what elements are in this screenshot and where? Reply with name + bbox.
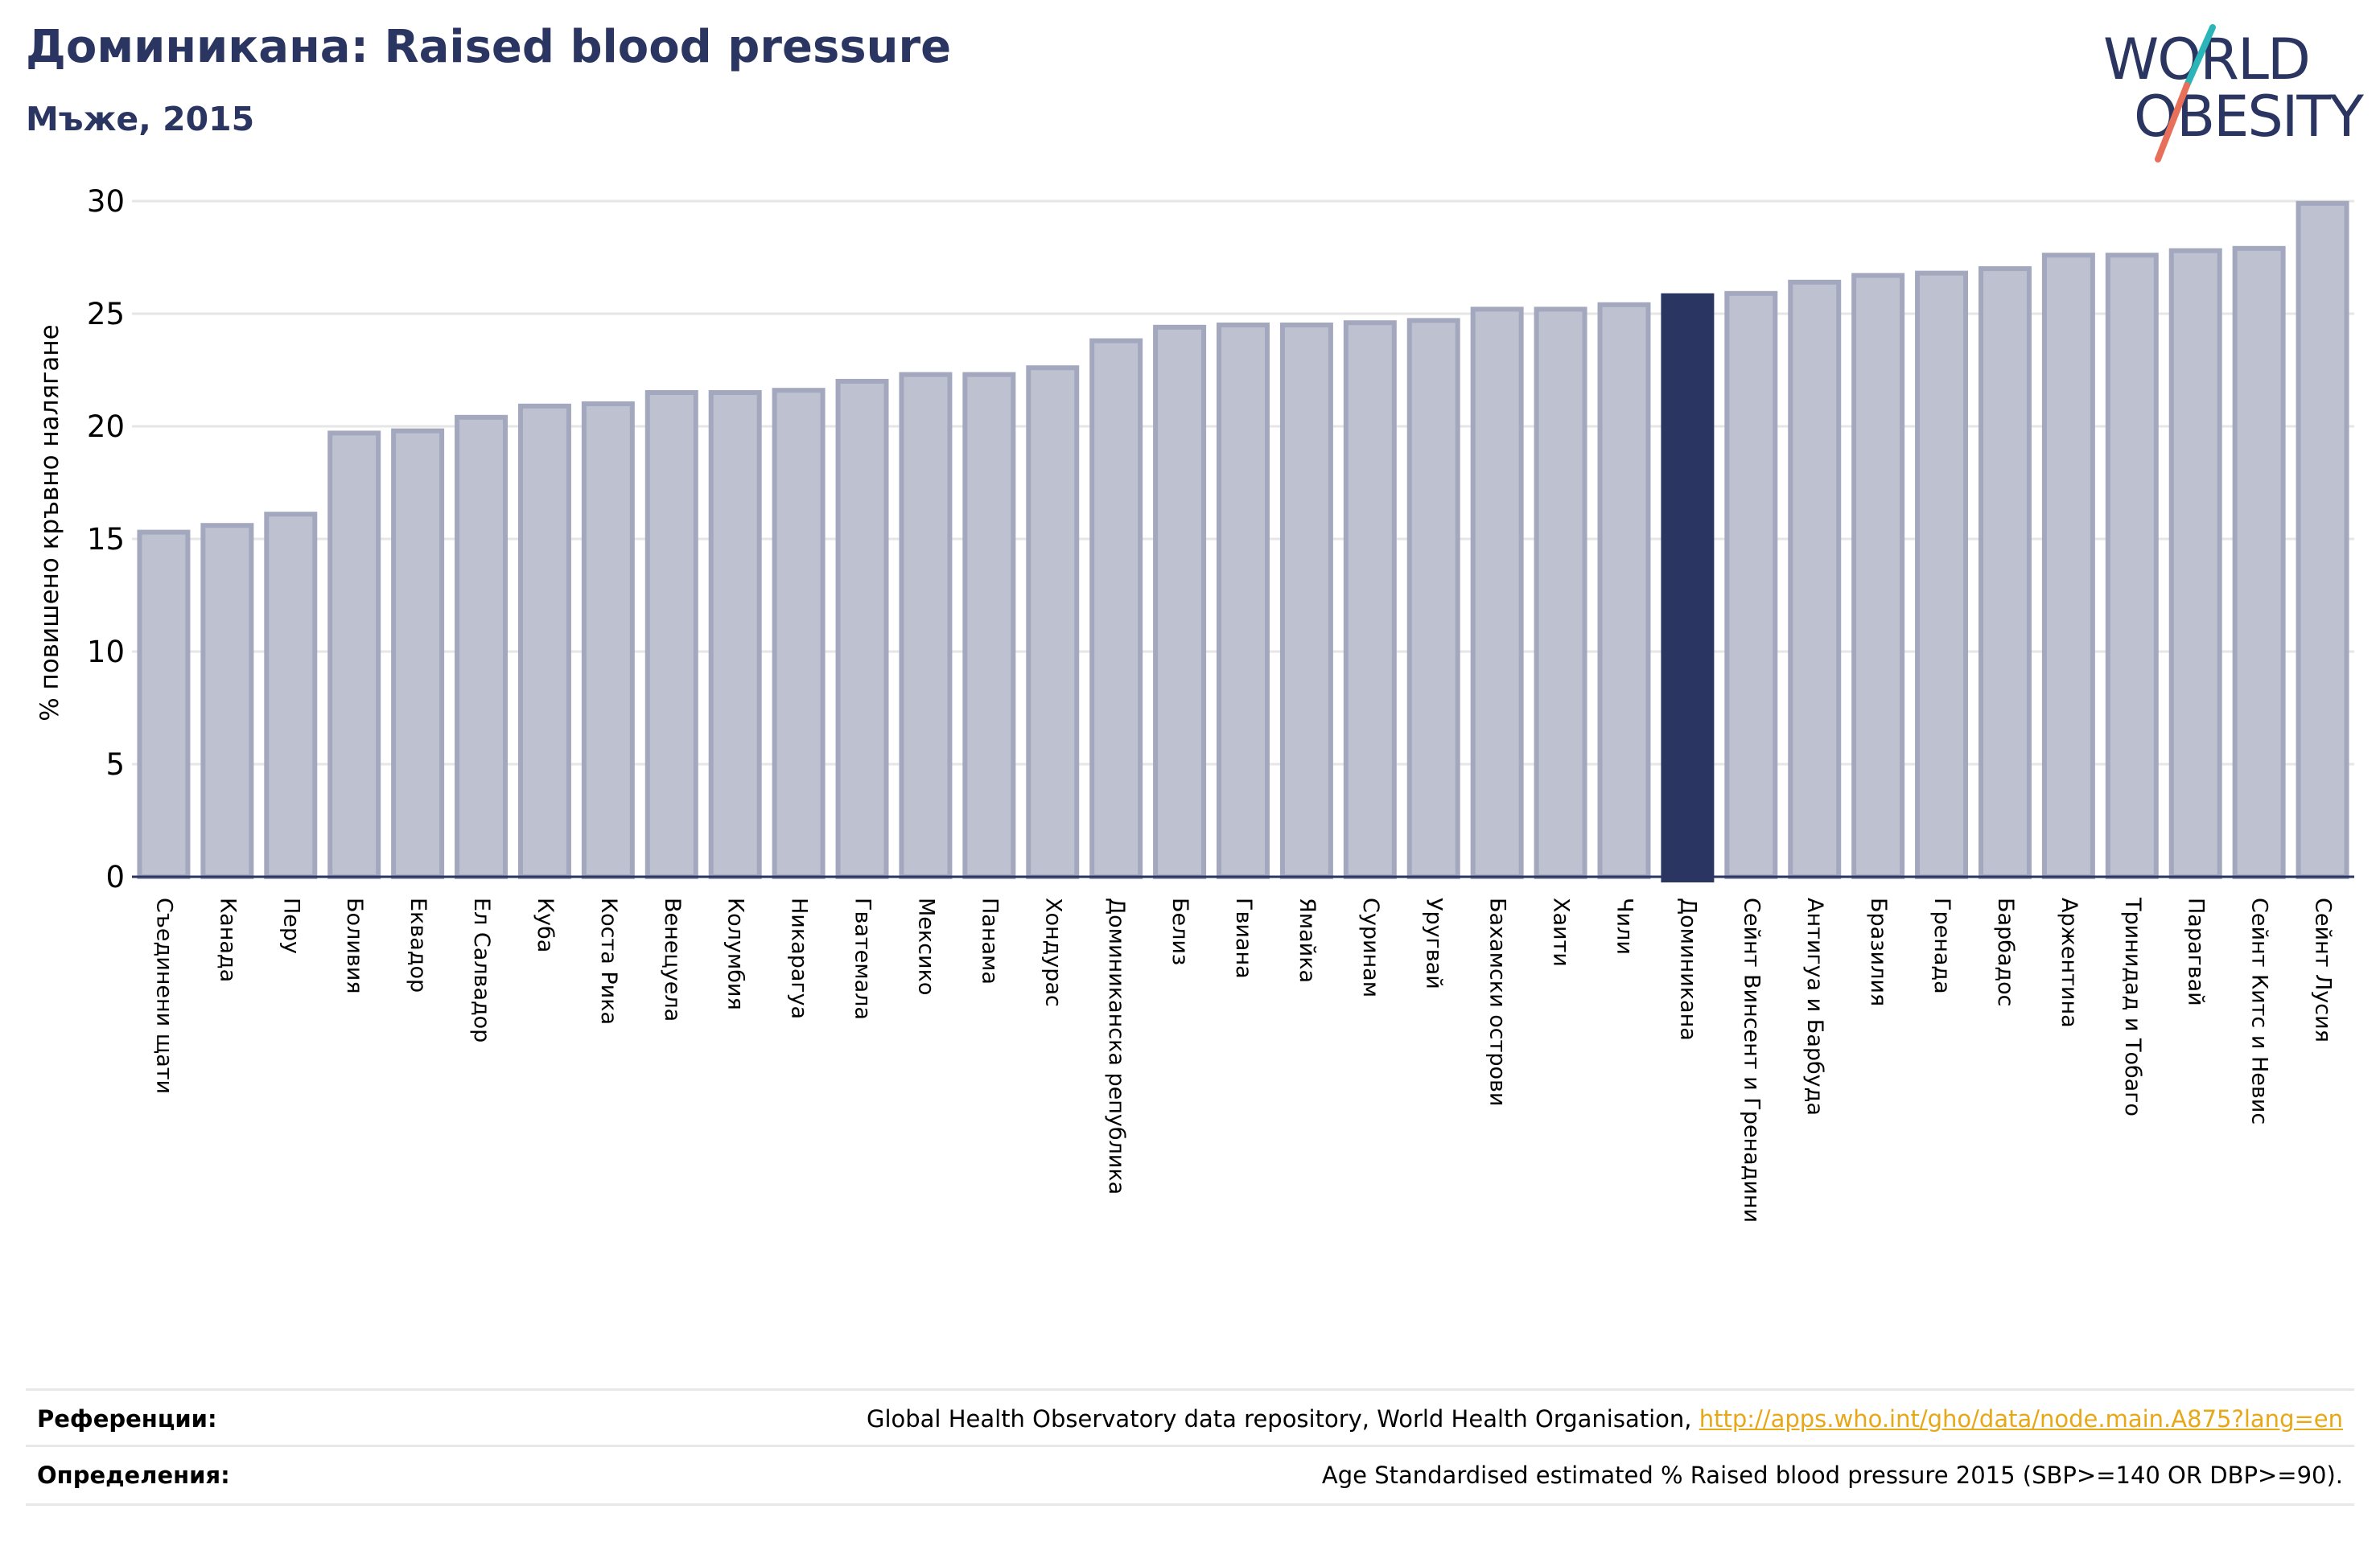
bar <box>1724 290 1778 879</box>
bar <box>391 428 445 879</box>
bar <box>1978 266 2032 879</box>
x-tick-label: Сейнт Лусия <box>2311 898 2336 1042</box>
bar <box>327 430 381 879</box>
references-link[interactable]: http://apps.who.int/gho/data/node.main.A… <box>1699 1405 2343 1433</box>
bar <box>899 372 953 880</box>
x-tick-label: Перу <box>278 898 303 954</box>
x-tick-label: Гватемала <box>850 898 875 1020</box>
y-tick-label: 0 <box>105 860 125 894</box>
x-tick-label: Никарагуа <box>787 898 812 1019</box>
bar <box>1406 318 1460 879</box>
bar <box>2041 253 2095 879</box>
x-tick-label: Белиз <box>1167 898 1192 965</box>
logo-slash-top <box>2184 24 2216 88</box>
x-tick-label: Доминикана <box>1675 898 1700 1041</box>
y-tick-label: 25 <box>87 297 125 331</box>
bars <box>137 200 2349 883</box>
x-tick-label: Ямайка <box>1295 898 1320 983</box>
y-axis-label: % повишено кръвно налягане <box>35 324 64 722</box>
bar <box>200 523 254 879</box>
references-row: Референции: Global Health Observatory da… <box>26 1388 2354 1447</box>
chart-title: Доминикана: Raised blood pressure <box>26 21 952 73</box>
x-tick-label: Еквадор <box>406 898 430 993</box>
bar <box>962 372 1016 880</box>
logo-slash-bottom <box>2155 82 2190 162</box>
x-tick-label: Антигуа и Барбуда <box>1802 898 1827 1116</box>
bar <box>1026 365 1080 879</box>
x-tick-label: Боливия <box>342 898 367 994</box>
y-tick-label: 5 <box>105 747 125 782</box>
bar <box>1597 302 1651 879</box>
bar <box>517 403 571 879</box>
bar <box>772 388 826 879</box>
references-label: Референции: <box>37 1405 217 1433</box>
x-tick-label: Тринидад и Тобаго <box>2120 897 2145 1116</box>
x-tick-label: Панама <box>977 898 1002 985</box>
x-tick-label: Сейнт Винсент и Гренадини <box>1739 898 1764 1223</box>
bar <box>644 390 698 879</box>
x-tick-label: Барбадос <box>1993 898 2018 1006</box>
bar <box>1279 323 1333 879</box>
x-axis-labels: Съединени щати Канада Перу Боливия Еквадор Ел… <box>151 897 2335 1223</box>
x-tick-label: Аржентина <box>2057 898 2081 1028</box>
x-tick-label: Ел Салвадор <box>469 898 494 1042</box>
x-tick-label: Венецуела <box>660 898 685 1022</box>
bar <box>137 529 191 879</box>
x-tick-label: Хаити <box>1549 898 1574 967</box>
y-tick-label: 15 <box>87 522 125 557</box>
bar <box>1153 324 1207 879</box>
definitions-text: Age Standardised estimated % Raised bloo… <box>1321 1462 2343 1489</box>
bar <box>2232 245 2286 879</box>
x-tick-label: Колумбия <box>723 898 748 1010</box>
bar <box>1534 306 1587 879</box>
y-tick-label: 10 <box>87 635 125 669</box>
y-tick-label: 30 <box>87 184 125 219</box>
x-tick-label: Гренада <box>1929 898 1954 994</box>
bar <box>1470 306 1524 879</box>
world-obesity-logo: WORLD OBESITY <box>2103 24 2366 162</box>
definitions-label: Определения: <box>37 1462 230 1489</box>
bar <box>1788 279 1842 879</box>
x-tick-label: Доминиканска република <box>1104 898 1129 1195</box>
x-tick-label: Бахамски острови <box>1485 898 1510 1106</box>
x-tick-label: Бразилия <box>1866 898 1891 1006</box>
x-tick-label: Уругвай <box>1422 898 1447 989</box>
bar <box>1217 323 1270 879</box>
x-tick-label: Гвиана <box>1231 898 1256 979</box>
bar <box>1343 320 1397 879</box>
x-tick-label: Суринам <box>1358 898 1383 997</box>
bar <box>581 401 635 879</box>
x-tick-label: Чили <box>1612 898 1637 955</box>
bar <box>1089 338 1143 880</box>
bar <box>2168 248 2222 880</box>
x-tick-label: Хондурас <box>1040 898 1065 1007</box>
x-tick-label: Куба <box>533 898 558 952</box>
y-tick-label: 20 <box>87 409 125 444</box>
bar <box>455 414 509 879</box>
x-tick-label: Мексико <box>913 898 938 995</box>
bar <box>2296 200 2349 880</box>
chart-subtitle: Мъже, 2015 <box>26 100 255 138</box>
bar <box>835 379 889 879</box>
bar-chart: 0 5 10 15 20 25 30 Съединени щати Канада Перу Бол… <box>87 184 2354 1223</box>
bar <box>1915 270 1969 880</box>
bar <box>708 390 762 879</box>
bar <box>264 512 318 879</box>
x-tick-label: Съединени щати <box>151 898 176 1094</box>
bar-highlighted <box>1661 293 1715 883</box>
x-tick-label: Канада <box>215 898 240 982</box>
bar <box>2105 253 2159 879</box>
x-tick-label: Сейнт Китс и Невис <box>2247 898 2272 1125</box>
x-tick-label: Коста Рика <box>596 898 621 1025</box>
definitions-row: Определения: Age Standardised estimated … <box>26 1445 2354 1506</box>
y-axis-ticks: 0 5 10 15 20 25 30 <box>87 184 125 894</box>
bar <box>1851 273 1905 879</box>
x-tick-label: Парагвай <box>2184 898 2209 1006</box>
references-text: Global Health Observatory data repositor… <box>866 1405 1692 1433</box>
references-value: Global Health Observatory data repositor… <box>867 1405 2354 1433</box>
